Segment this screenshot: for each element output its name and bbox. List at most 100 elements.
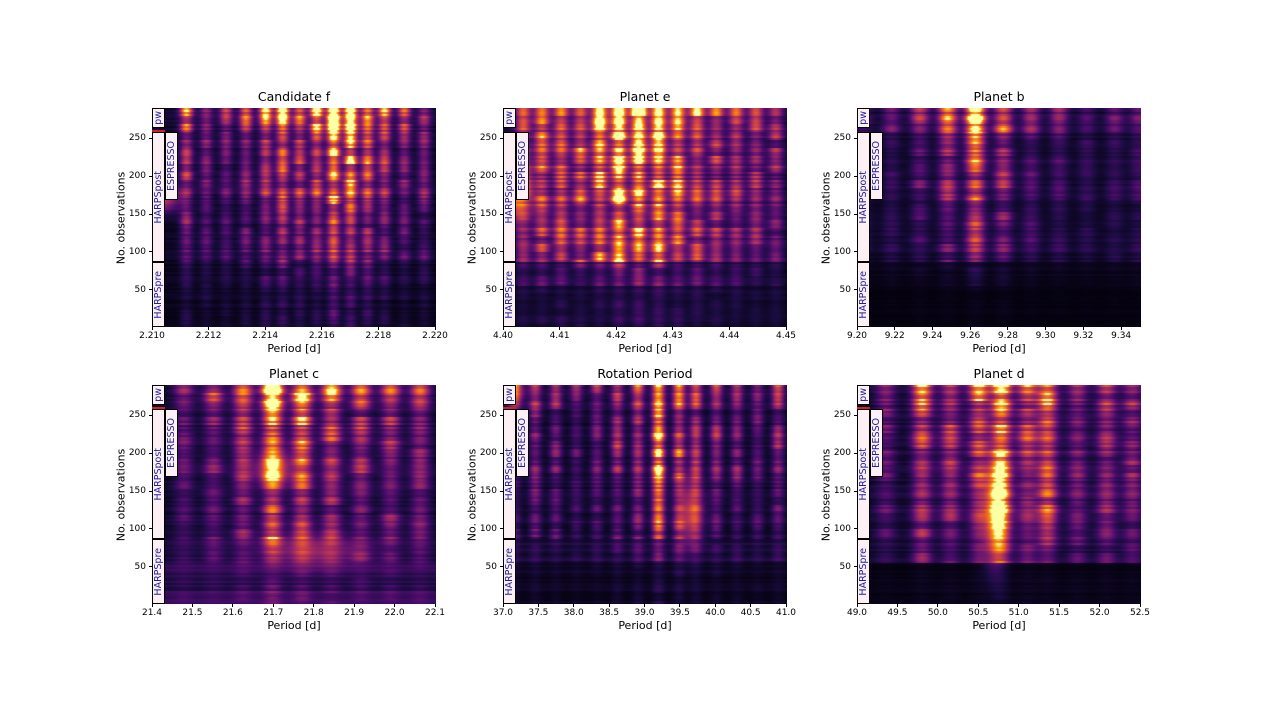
panel-rotation-period: Rotation Period 37.0 37.5 38.0 38.5 39.0 39.5 4… (466, 366, 797, 632)
x-tick-mark (714, 604, 716, 607)
y-tick-mark (500, 528, 503, 530)
y-tick-label: 150 (128, 209, 146, 220)
x-tick-label: 52.5 (1129, 608, 1151, 618)
x-tick-mark (1018, 604, 1020, 607)
y-tick-label: 150 (128, 486, 146, 497)
y-tick-label: 200 (479, 448, 497, 459)
y-tick-mark (149, 490, 152, 492)
y-tick-label: 50 (134, 561, 146, 572)
panel-planet-c: Planet c 21.4 21.5 21.6 21.7 21.8 21.9 22.0 22.1… (115, 366, 446, 632)
instrument-label-text: HARPSpost (857, 170, 869, 224)
x-tick-mark (537, 604, 539, 607)
instrument-label-espresso: ESPRESSO (516, 409, 529, 478)
y-tick-label: 100 (479, 523, 497, 534)
panel-planet-e: Planet e 4.40 4.41 4.42 4.43 4.44 4.45 50 100 150… (466, 89, 797, 355)
x-tick-mark (1139, 604, 1141, 607)
instrument-label-text: HARPSpost (503, 447, 515, 501)
x-tick-label: 50.0 (927, 608, 948, 618)
y-tick-mark (500, 175, 503, 177)
instrument-label-harpspre: HARPSpre (152, 538, 165, 604)
panel-title-planet-c: Planet c (268, 366, 320, 381)
y-tick-label: 250 (833, 410, 851, 421)
instrument-label-espresso: ESPRESSO (516, 132, 529, 201)
instrument-label-text: HARPSpre (503, 547, 515, 596)
instrument-label-text: HARPSpost (503, 170, 515, 224)
instrument-label-text: HARPSpre (503, 270, 515, 319)
y-tick-mark (149, 528, 152, 530)
x-tick-label: 52.0 (1089, 608, 1110, 618)
x-tick-mark (208, 327, 210, 330)
instrument-label-text: ESPRESSO (516, 141, 528, 192)
y-tick-mark (854, 490, 857, 492)
heatmap-rotation-period (503, 385, 787, 604)
x-tick-label: 2.216 (308, 331, 335, 341)
x-tick-label: 2.212 (195, 331, 222, 341)
heatmap-planet-c (152, 385, 436, 604)
instrument-label-pw: pw (857, 108, 870, 129)
x-tick-mark (977, 604, 979, 607)
instrument-label-text: pw (152, 111, 164, 126)
x-tick-label: 22.0 (384, 608, 405, 618)
x-tick-mark (434, 327, 436, 330)
y-tick-mark (854, 175, 857, 177)
x-tick-label: 4.41 (549, 331, 570, 341)
x-tick-mark (896, 604, 898, 607)
instrument-label-text: pw (857, 111, 869, 126)
x-tick-mark (394, 604, 396, 607)
x-axis-label: Period [d] (618, 619, 672, 632)
x-tick-mark (151, 604, 153, 607)
x-tick-mark (1082, 327, 1084, 330)
y-tick-mark (854, 137, 857, 139)
x-tick-label: 49.5 (887, 608, 908, 618)
instrument-label-harpspost: HARPSpost (857, 132, 870, 262)
instrument-label-text: ESPRESSO (516, 418, 528, 469)
y-tick-mark (854, 452, 857, 454)
y-tick-mark (854, 289, 857, 291)
x-tick-label: 37.5 (528, 608, 549, 618)
heatmap-planet-e (503, 108, 787, 327)
y-tick-mark (500, 566, 503, 568)
instrument-label-harpspre: HARPSpre (857, 538, 870, 604)
instrument-label-text: pw (503, 111, 515, 126)
y-tick-mark (500, 213, 503, 215)
instrument-label-text: ESPRESSO (165, 141, 177, 192)
instrument-label-harpspre: HARPSpre (503, 261, 516, 327)
x-tick-mark (321, 327, 323, 330)
y-tick-label: 100 (479, 246, 497, 257)
y-axis-label: No. observations (465, 448, 479, 541)
x-tick-mark (937, 604, 939, 607)
x-tick-mark (191, 604, 193, 607)
x-tick-label: 40.5 (740, 608, 761, 618)
y-tick-label: 50 (839, 561, 851, 572)
y-tick-label: 150 (479, 209, 497, 220)
x-tick-mark (1099, 604, 1101, 607)
y-axis-label: No. observations (819, 448, 833, 541)
instrument-label-espresso: ESPRESSO (165, 409, 178, 478)
x-tick-label: 9.34 (1111, 331, 1132, 341)
y-tick-mark (149, 175, 152, 177)
y-tick-mark (500, 251, 503, 253)
x-tick-mark (353, 604, 355, 607)
x-tick-mark (1007, 327, 1009, 330)
x-tick-label: 2.214 (252, 331, 279, 341)
y-tick-mark (854, 566, 857, 568)
x-tick-label: 21.7 (263, 608, 284, 618)
y-tick-label: 250 (479, 410, 497, 421)
x-tick-mark (785, 604, 787, 607)
x-tick-mark (644, 604, 645, 607)
x-tick-label: 21.4 (141, 608, 163, 618)
x-tick-mark (969, 327, 971, 330)
x-tick-label: 41.0 (775, 608, 797, 618)
x-tick-mark (931, 327, 933, 330)
y-tick-mark (149, 137, 152, 139)
red-epoch-marker (152, 129, 165, 132)
x-tick-label: 21.6 (222, 608, 243, 618)
x-axis-label: Period [d] (618, 342, 672, 355)
instrument-label-text: HARPSpre (152, 270, 164, 319)
instrument-label-text: ESPRESSO (870, 141, 882, 192)
y-axis-label: No. observations (465, 171, 479, 264)
y-tick-label: 200 (833, 448, 851, 459)
y-tick-mark (149, 414, 152, 416)
y-tick-mark (854, 528, 857, 530)
